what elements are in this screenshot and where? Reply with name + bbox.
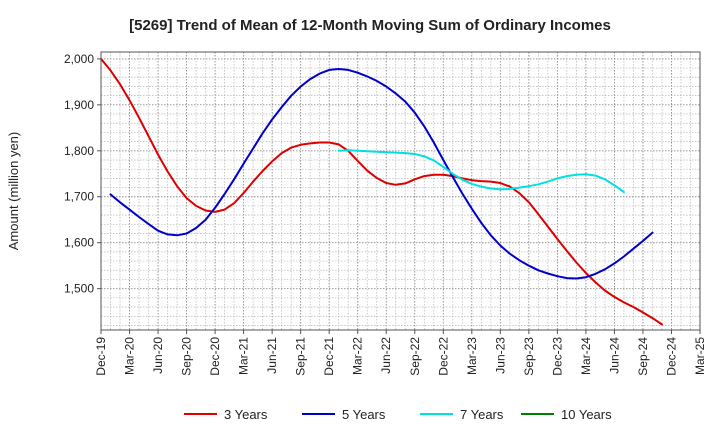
y-tick-label: 1,900: [64, 98, 94, 112]
x-tick-label: Jun-23: [493, 337, 507, 374]
series-lines: [100, 57, 663, 326]
series-line-3-years: [100, 57, 663, 326]
x-tick-label: Jun-24: [607, 337, 621, 374]
x-tick-label: Dec-22: [436, 337, 450, 376]
legend: 3 Years 5 Years 7 Years 10 Years: [184, 407, 612, 422]
x-tick-label: Dec-23: [550, 337, 564, 376]
x-tick-label: Mar-23: [465, 337, 479, 375]
legend-label: 5 Years: [342, 407, 386, 422]
y-tick-label: 1,600: [64, 236, 94, 250]
x-tick-label: Mar-21: [237, 337, 251, 375]
legend-item-5-years: 5 Years: [302, 407, 386, 422]
series-line-5-years: [109, 68, 654, 280]
grid: [101, 52, 700, 330]
y-tick-label: 1,500: [64, 282, 94, 296]
x-tick-label: Dec-19: [94, 337, 108, 376]
x-tick-label: Dec-20: [208, 337, 222, 376]
x-tick-label: Mar-24: [579, 337, 593, 375]
x-tick-label: Jun-21: [265, 337, 279, 374]
legend-item-10-years: 10 Years: [521, 407, 612, 422]
plot-frame: [100, 51, 701, 331]
series-line-7-years: [337, 149, 625, 194]
x-tick-label: Jun-22: [379, 337, 393, 374]
x-tick-label: Mar-25: [693, 337, 707, 375]
x-tick-label: Sep-20: [180, 337, 194, 376]
x-tick-label: Sep-23: [522, 337, 536, 376]
y-axis-label: Amount (million yen): [6, 132, 21, 251]
legend-label: 10 Years: [561, 407, 612, 422]
x-tick-label: Jun-20: [151, 337, 165, 374]
x-tick-label: Mar-20: [123, 337, 137, 375]
y-tick-label: 1,800: [64, 144, 94, 158]
x-tick-label: Dec-24: [664, 337, 678, 376]
x-tick-label: Sep-24: [636, 337, 650, 376]
legend-label: 7 Years: [460, 407, 504, 422]
x-tick-label: Dec-21: [322, 337, 336, 376]
x-tick-label: Sep-22: [408, 337, 422, 376]
x-tick-label: Sep-21: [294, 337, 308, 376]
y-tick-label: 1,700: [64, 190, 94, 204]
legend-item-3-years: 3 Years: [184, 407, 268, 422]
y-tick-label: 2,000: [64, 52, 94, 66]
x-tick-label: Mar-22: [351, 337, 365, 375]
x-axis-ticks: Dec-19 Mar-20 Jun-20 Sep-20 Dec-20 Mar-21 Jun-…: [94, 330, 707, 376]
legend-label: 3 Years: [224, 407, 268, 422]
y-axis-ticks: 1,500 1,600 1,700 1,800 1,900 2,000: [64, 52, 101, 296]
chart-title: [5269] Trend of Mean of 12-Month Moving …: [129, 17, 611, 34]
legend-item-7-years: 7 Years: [420, 407, 504, 422]
